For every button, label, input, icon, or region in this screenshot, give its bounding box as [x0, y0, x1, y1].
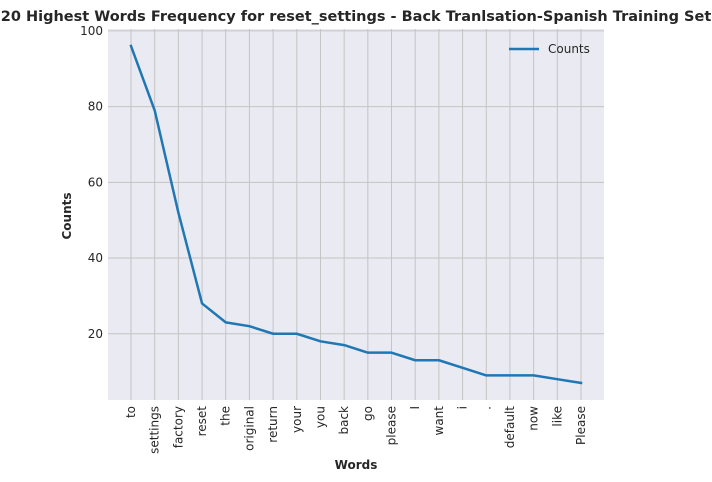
x-tick-label: want: [432, 406, 446, 436]
legend-label-counts: Counts: [548, 42, 590, 56]
y-tick-label: 20: [88, 327, 103, 341]
y-tick-label: 40: [88, 251, 103, 265]
x-tick-label: factory: [171, 406, 185, 448]
legend: Counts: [509, 42, 590, 56]
chart-title: 20 Highest Words Frequency for reset_set…: [1, 9, 712, 25]
x-tick-label: reset: [195, 406, 209, 437]
x-gridlines: [130, 29, 582, 400]
plot-area: [108, 29, 604, 400]
y-tick-label: 100: [80, 24, 103, 38]
y-tick-label: 60: [88, 175, 103, 189]
series-group: [129, 44, 583, 385]
x-tick-label: default: [503, 406, 517, 449]
x-tick-label: like: [550, 406, 564, 427]
x-tick-label: settings: [148, 406, 162, 454]
x-tick-label: .: [479, 406, 493, 410]
y-tick-label: 80: [88, 100, 103, 114]
y-tick-labels: 20 40 60 80 100: [80, 24, 103, 341]
x-tick-label: your: [290, 406, 304, 433]
y-axis-label: Counts: [60, 192, 74, 239]
x-tick-label: the: [219, 406, 233, 426]
x-tick-labels: to settings factory reset the original return y…: [124, 406, 588, 454]
x-tick-label: return: [266, 406, 280, 443]
x-tick-label: now: [527, 406, 541, 431]
x-axis-label: Words: [335, 458, 378, 472]
x-tick-label: original: [242, 406, 256, 451]
x-tick-label: please: [385, 406, 399, 445]
x-tick-label: you: [313, 406, 327, 428]
series-line-counts: [129, 44, 583, 385]
x-tick-label: i: [456, 406, 470, 409]
x-tick-label: go: [361, 406, 375, 421]
x-tick-label: Please: [574, 406, 588, 445]
x-tick-label: back: [337, 406, 351, 435]
x-tick-label: to: [124, 406, 138, 418]
x-tick-label: I: [408, 406, 422, 410]
